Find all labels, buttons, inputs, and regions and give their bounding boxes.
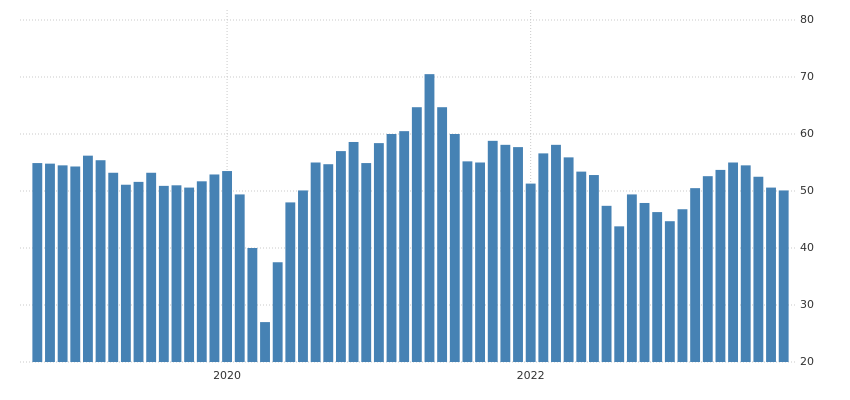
bar	[475, 162, 486, 362]
bar	[525, 183, 536, 362]
bar	[740, 165, 751, 362]
bar	[652, 212, 663, 362]
bar	[639, 202, 650, 362]
bar	[120, 184, 131, 362]
bar	[778, 190, 789, 362]
bar	[576, 171, 587, 362]
y-tick-label: 80	[800, 13, 814, 26]
y-tick-label: 40	[800, 241, 814, 254]
bar	[82, 155, 93, 362]
bar	[487, 140, 498, 362]
bar	[361, 163, 372, 362]
bar	[614, 226, 625, 362]
y-tick-label: 50	[800, 184, 814, 197]
bar	[715, 169, 726, 362]
bar	[146, 172, 157, 362]
bar	[690, 188, 701, 362]
bar	[57, 165, 68, 362]
bar	[513, 147, 523, 362]
bar	[399, 131, 410, 362]
bar	[260, 322, 270, 362]
bar	[171, 185, 182, 362]
bar	[348, 141, 359, 362]
bar	[247, 248, 258, 362]
bar	[45, 163, 55, 362]
bar	[95, 160, 106, 362]
bar	[728, 162, 739, 362]
y-tick-label: 60	[800, 127, 814, 140]
bar	[462, 161, 473, 362]
bar	[626, 194, 637, 362]
bar	[500, 144, 511, 362]
bar	[133, 181, 144, 362]
bar	[70, 166, 81, 362]
bar	[664, 221, 675, 362]
bar	[702, 176, 713, 362]
bar	[766, 187, 776, 362]
bar	[234, 194, 245, 362]
bar	[335, 151, 346, 362]
bar	[32, 163, 43, 362]
x-tick-label: 2020	[213, 369, 241, 382]
y-tick-label: 20	[800, 355, 814, 368]
bar	[285, 202, 296, 362]
bar	[551, 144, 561, 362]
bar	[373, 143, 384, 362]
bar	[563, 157, 574, 362]
bar	[310, 162, 321, 362]
bar	[108, 172, 119, 362]
bar	[753, 176, 764, 362]
bar	[424, 74, 435, 363]
x-tick-label: 2022	[517, 369, 545, 382]
bar	[588, 175, 599, 362]
bar	[449, 134, 460, 362]
y-tick-label: 70	[800, 70, 814, 83]
bar	[411, 107, 422, 363]
bar	[437, 107, 448, 363]
bar	[677, 209, 688, 362]
bar	[158, 185, 169, 362]
bar	[601, 205, 612, 362]
bar	[298, 190, 308, 362]
bar	[538, 153, 549, 362]
bar	[323, 164, 334, 362]
bar	[386, 134, 397, 362]
bar	[272, 262, 283, 362]
bar	[196, 181, 207, 362]
y-tick-label: 30	[800, 298, 814, 311]
bar	[209, 174, 220, 362]
bar	[222, 171, 233, 362]
bar	[184, 187, 195, 362]
